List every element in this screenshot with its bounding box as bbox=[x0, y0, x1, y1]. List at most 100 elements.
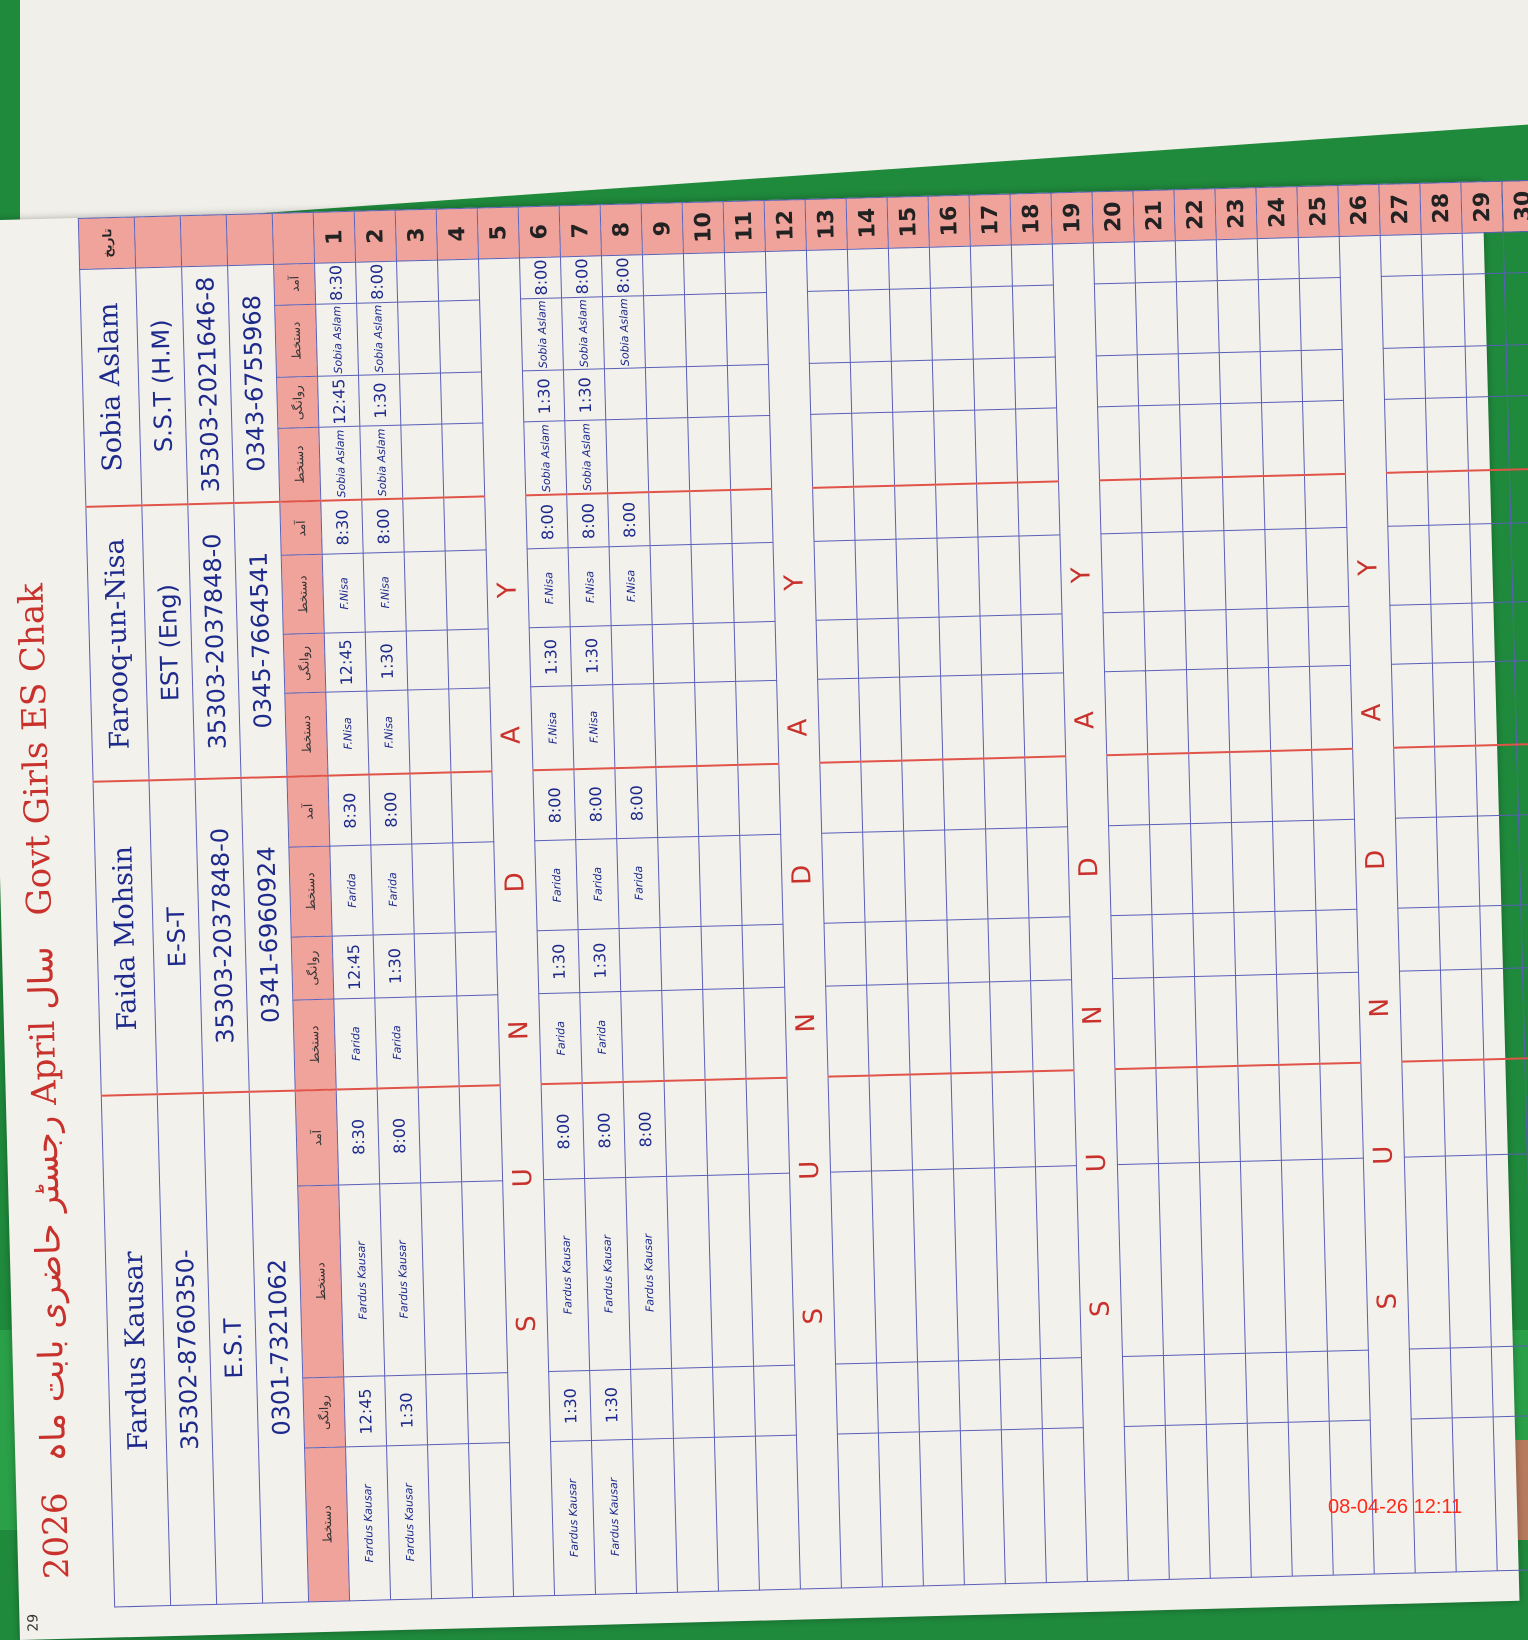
signature-cell bbox=[936, 537, 981, 618]
signature-cell bbox=[1042, 1427, 1088, 1583]
time-cell: 1:30 bbox=[563, 369, 606, 422]
time-cell bbox=[1178, 353, 1221, 406]
signature-cell: Fardus Kausar bbox=[379, 1182, 426, 1377]
time-cell bbox=[1143, 611, 1187, 671]
day-number: 9 bbox=[641, 202, 684, 255]
time-cell bbox=[1028, 916, 1072, 981]
time-cell bbox=[1147, 753, 1191, 825]
signature-cell bbox=[691, 543, 735, 624]
time-cell bbox=[1383, 347, 1426, 400]
signature-cell bbox=[821, 831, 866, 924]
time-cell: 1:30 bbox=[522, 370, 565, 423]
teacher-designation: EST (Eng) bbox=[141, 504, 196, 781]
time-cell bbox=[1393, 747, 1437, 818]
signature-cell bbox=[1112, 977, 1156, 1070]
time-cell bbox=[1409, 1348, 1453, 1419]
signature-cell bbox=[1309, 665, 1353, 751]
time-cell bbox=[734, 621, 777, 682]
column-header: دستخط bbox=[292, 998, 337, 1091]
time-cell bbox=[1225, 608, 1269, 669]
time-cell bbox=[1278, 1064, 1323, 1160]
teacher-name: Faida Mohsin bbox=[93, 780, 158, 1097]
signature-cell bbox=[1445, 1154, 1492, 1349]
teacher-phone: 0345-7664541 bbox=[233, 502, 288, 779]
time-cell bbox=[1175, 239, 1218, 282]
signature-cell: Fardus Kausar bbox=[386, 1444, 432, 1600]
time-cell: 1:30 bbox=[373, 934, 416, 998]
signature-cell: Fardus Kausar bbox=[338, 1183, 385, 1378]
signature-cell bbox=[1399, 969, 1443, 1062]
signature-cell bbox=[694, 681, 738, 767]
column-header: روانگی bbox=[291, 936, 334, 1001]
signature-cell bbox=[848, 288, 892, 363]
signature-cell bbox=[953, 1167, 1000, 1362]
signature-cell bbox=[698, 835, 743, 927]
school-name: Govt Girls ES Chak bbox=[11, 582, 61, 917]
time-cell bbox=[1479, 905, 1523, 969]
time-cell bbox=[1520, 904, 1528, 968]
time-cell bbox=[1380, 234, 1423, 277]
time-cell bbox=[917, 1361, 961, 1432]
time-cell bbox=[812, 487, 856, 542]
day-number: 14 bbox=[846, 197, 889, 250]
time-cell bbox=[1421, 232, 1464, 275]
signature-cell bbox=[743, 987, 788, 1080]
time-cell bbox=[970, 244, 1013, 287]
time-cell bbox=[950, 1072, 995, 1169]
time-cell bbox=[1184, 609, 1228, 670]
signature-cell bbox=[933, 410, 977, 485]
time-cell bbox=[1204, 1353, 1248, 1425]
signature-cell bbox=[1022, 672, 1066, 758]
date-header-cell bbox=[272, 212, 315, 265]
column-header: روانگی bbox=[302, 1377, 346, 1448]
column-header: روانگی bbox=[283, 633, 326, 694]
time-cell bbox=[418, 1086, 462, 1183]
signature-cell bbox=[940, 675, 984, 761]
time-cell: 12:45 bbox=[343, 1376, 387, 1447]
time-cell bbox=[1222, 476, 1265, 531]
signature-cell: F.Nisa bbox=[530, 685, 574, 771]
page-number: 29 bbox=[25, 1613, 42, 1632]
signature-cell bbox=[1100, 533, 1144, 614]
signature-cell bbox=[1322, 1157, 1369, 1352]
time-cell: 12:45 bbox=[332, 935, 375, 999]
day-number: 24 bbox=[1255, 186, 1299, 239]
signature-cell bbox=[1428, 524, 1472, 605]
signature-cell bbox=[1190, 822, 1234, 914]
signature-cell bbox=[1299, 277, 1343, 351]
signature-cell bbox=[878, 1431, 924, 1587]
signature-cell bbox=[1012, 284, 1056, 359]
signature-cell bbox=[858, 677, 902, 763]
signature-cell: Sobia Aslam bbox=[561, 296, 605, 371]
time-cell: 8:30 bbox=[327, 775, 371, 846]
time-cell bbox=[1163, 1354, 1207, 1426]
signature-cell bbox=[1264, 528, 1308, 609]
time-cell bbox=[1093, 241, 1136, 284]
teacher-cnic: 35303-2037848-0 bbox=[187, 503, 242, 780]
signature-cell bbox=[1440, 968, 1484, 1061]
signature-cell bbox=[1015, 408, 1059, 483]
signature-cell bbox=[1035, 1165, 1082, 1360]
signature-cell bbox=[1477, 814, 1521, 907]
column-header: دستخط bbox=[281, 554, 325, 635]
time-cell bbox=[932, 359, 975, 412]
date-header-cell: تاریخ bbox=[78, 217, 136, 270]
signature-cell: F.Nisa bbox=[322, 553, 366, 634]
signature-cell bbox=[1436, 815, 1480, 908]
time-cell bbox=[1475, 745, 1519, 816]
day-number: 2 bbox=[354, 210, 397, 262]
signature-cell bbox=[851, 412, 895, 488]
teacher-designation: S.S.T (H.M) bbox=[135, 266, 188, 506]
signature-cell bbox=[735, 680, 779, 766]
time-cell bbox=[1032, 1070, 1077, 1167]
time-cell bbox=[1011, 243, 1054, 286]
signature-cell bbox=[748, 1172, 795, 1367]
time-cell bbox=[894, 484, 937, 540]
day-number: 3 bbox=[395, 209, 438, 261]
time-cell bbox=[806, 249, 849, 292]
signature-cell: Sobia Aslam bbox=[318, 426, 362, 501]
signature-cell bbox=[1186, 668, 1230, 754]
signature-cell bbox=[930, 286, 974, 361]
signature-cell bbox=[411, 842, 456, 935]
signature-cell: Fardus Kausar bbox=[584, 1177, 631, 1371]
